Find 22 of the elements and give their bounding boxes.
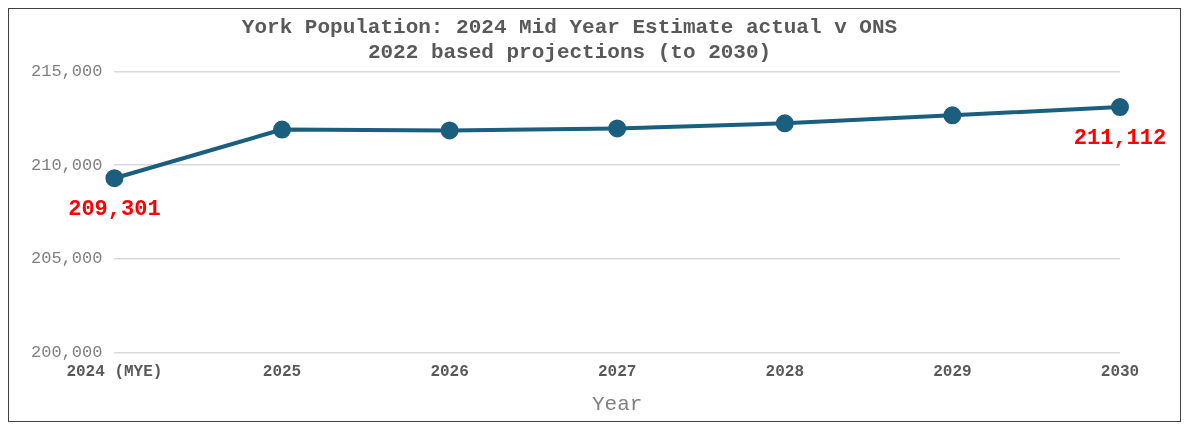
x-tick-label: 2030 [1100,363,1140,382]
x-tick-label: 2024 (MYE) [66,363,163,382]
x-tick-label: 2029 [933,363,972,382]
x-axis-title: Year [591,392,643,416]
x-tick-label: 2025 [262,363,302,382]
y-tick-label: 210,000 [30,155,103,175]
y-tick-label: 200,000 [30,343,103,363]
annotation: 209,301 [68,196,161,222]
point [105,169,124,188]
x-tick-label: 2027 [598,363,637,382]
point [273,120,292,139]
y-tick-label: 215,000 [30,61,103,81]
annotation: 211,112 [1073,125,1167,151]
x-tick-label: 2028 [765,363,805,382]
point [1111,98,1129,117]
point [775,114,794,133]
chart-title: York Population: 2024 Mid Year Estimate actual v ONS 2022 based projections (to 2030) [241,15,898,65]
y-tick-label: 205,000 [30,249,103,269]
point [440,121,459,140]
point [608,119,627,138]
point [943,106,962,125]
x-tick-label: 2026 [430,363,469,382]
